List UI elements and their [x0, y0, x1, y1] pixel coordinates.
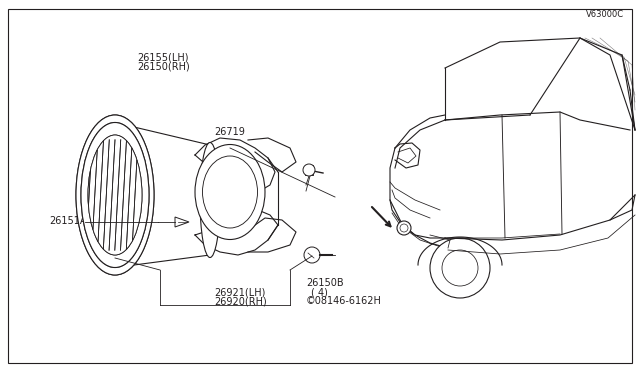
Circle shape	[397, 221, 411, 235]
Text: 26150B: 26150B	[306, 278, 344, 288]
Text: 26920(RH): 26920(RH)	[214, 296, 267, 306]
Text: V63000C: V63000C	[586, 10, 624, 19]
Polygon shape	[175, 217, 189, 227]
Text: 26921(LH): 26921(LH)	[214, 287, 266, 297]
Bar	[305, 165, 313, 175]
Text: ©08146-6162H: ©08146-6162H	[306, 296, 382, 306]
Ellipse shape	[81, 122, 149, 267]
Circle shape	[303, 164, 315, 176]
Text: 26150(RH): 26150(RH)	[138, 62, 190, 72]
Ellipse shape	[88, 135, 142, 255]
Ellipse shape	[200, 142, 220, 257]
Text: 26151A: 26151A	[49, 217, 86, 226]
Ellipse shape	[81, 122, 149, 267]
Ellipse shape	[76, 115, 154, 275]
Ellipse shape	[195, 144, 265, 240]
Text: 26719: 26719	[214, 127, 245, 137]
Ellipse shape	[76, 115, 154, 275]
Text: ( 4): ( 4)	[311, 287, 328, 297]
Circle shape	[304, 247, 320, 263]
Ellipse shape	[88, 135, 142, 255]
Circle shape	[430, 238, 490, 298]
Text: 26155(LH): 26155(LH)	[138, 53, 189, 62]
